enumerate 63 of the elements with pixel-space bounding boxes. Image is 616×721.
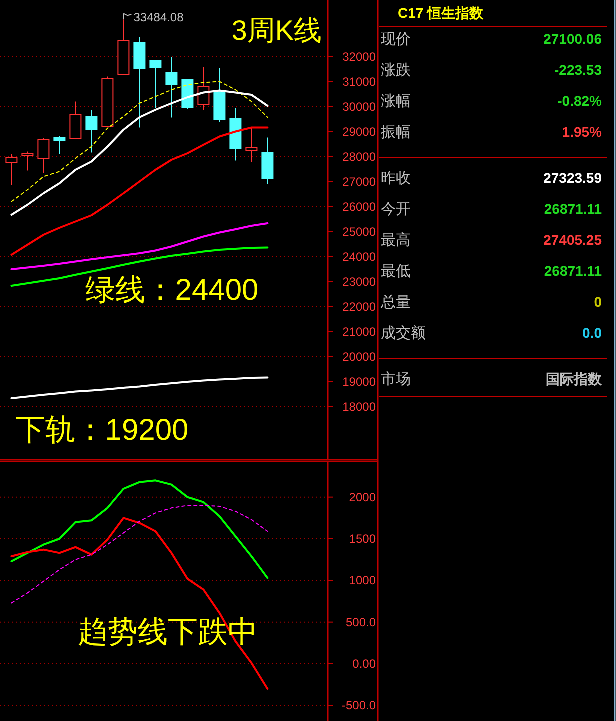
- annotation: 趋势线下跌中: [78, 616, 258, 649]
- candlestick: [262, 137, 274, 185]
- category-label: 总量: [380, 294, 411, 311]
- annotation: 下轨：19200: [15, 414, 189, 447]
- category-label: 今开: [381, 201, 411, 218]
- y-tick-label: 25000: [342, 224, 376, 239]
- y-tick-label: 29000: [342, 124, 376, 139]
- category-label: 涨跌: [381, 62, 411, 79]
- text: 0.0: [582, 325, 602, 341]
- text: 3周K线: [232, 15, 322, 46]
- y-tick-label: 21000: [342, 324, 376, 339]
- y-tick-label: 22000: [342, 300, 376, 314]
- y-tick-label: 20000: [342, 350, 376, 364]
- y-tick-label: 1500: [349, 532, 376, 546]
- text: 27100.06: [544, 31, 602, 47]
- text: 0: [594, 294, 602, 310]
- category-label: 涨幅: [381, 93, 411, 110]
- candlestick: [86, 110, 98, 154]
- candlestick: [134, 37, 146, 128]
- category-label: 市场: [381, 371, 411, 388]
- y-tick-label: 28000: [342, 150, 376, 164]
- category-label: 最高: [381, 232, 411, 249]
- text: 1.95%: [562, 124, 602, 140]
- candlestick: [6, 154, 18, 186]
- y-tick-label: 32000: [342, 50, 376, 64]
- text: C17 恒生指数: [398, 5, 485, 21]
- y-tick-label: 2000: [349, 490, 376, 504]
- annotation: 绿线：24400: [85, 274, 259, 307]
- y-tick-label: 1000: [349, 574, 376, 588]
- y-tick-label: 0.00: [352, 657, 376, 671]
- line-series: [10, 517, 269, 690]
- text: 26871.11: [544, 263, 602, 279]
- category-label: 现价: [381, 31, 411, 48]
- y-tick-label: 18000: [342, 400, 376, 414]
- text: 国际指数: [546, 371, 602, 387]
- y-tick-label: -500.0: [342, 698, 376, 713]
- text: 26871.11: [544, 201, 602, 217]
- category-label: 最低: [381, 263, 411, 280]
- line-series: [10, 376, 269, 400]
- category-label: 成交额: [381, 325, 426, 342]
- line-series: [11, 81, 268, 202]
- y-tick-label: 24000: [342, 250, 376, 264]
- y-tick-label: 30000: [342, 100, 376, 114]
- text: -223.53: [554, 62, 602, 78]
- text: 27323.59: [544, 170, 602, 186]
- y-tick-label: 23000: [342, 274, 376, 289]
- line-series: [10, 126, 269, 256]
- candlestick: [166, 57, 178, 118]
- category-label: 振幅: [381, 124, 411, 141]
- annotation: 33484.08: [134, 10, 184, 25]
- text: 27405.25: [544, 232, 602, 248]
- candlestick: [246, 128, 258, 163]
- line-series: [10, 222, 269, 270]
- y-tick-label: 19000: [342, 374, 376, 389]
- candlestick: [230, 108, 242, 162]
- line-series: [10, 480, 269, 580]
- category-label: 昨收: [381, 170, 411, 187]
- text: -0.82%: [558, 93, 602, 109]
- y-tick-label: 500.0: [346, 615, 376, 630]
- y-tick-label: 31000: [342, 74, 376, 89]
- y-tick-label: 26000: [342, 200, 376, 214]
- y-tick-label: 27000: [342, 174, 376, 189]
- line-series: [11, 505, 268, 604]
